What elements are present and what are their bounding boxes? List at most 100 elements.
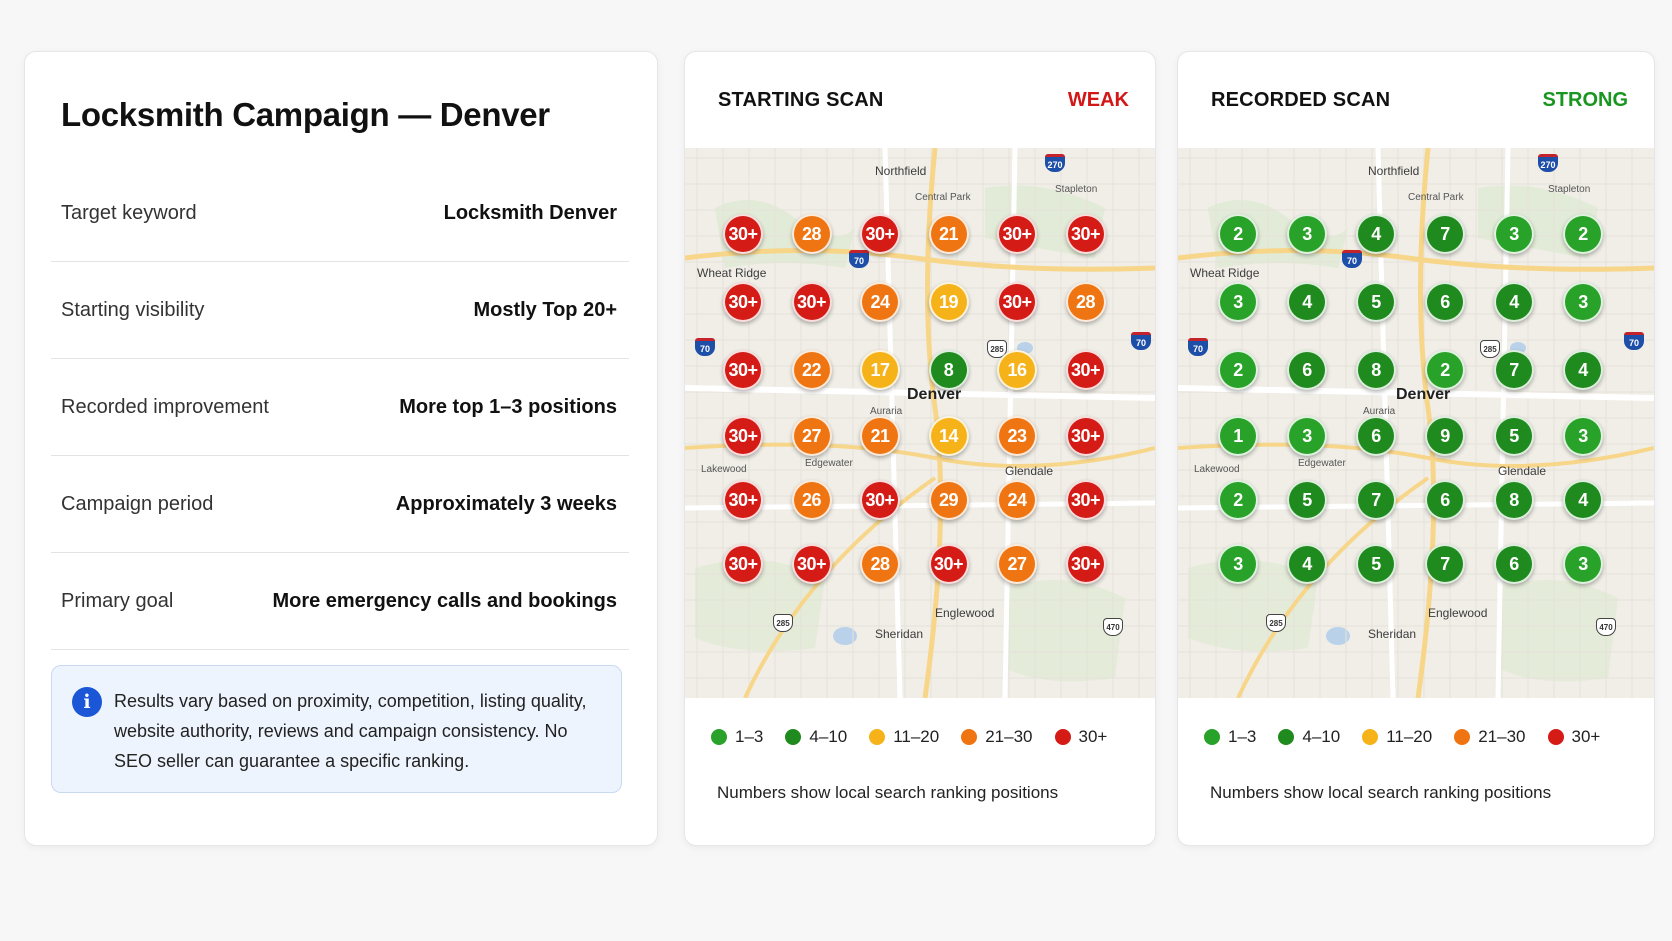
rank-pin[interactable]: 1 [1218,416,1258,456]
map-label-glendale: Glendale [1498,464,1547,478]
map-label-denver: Denver [907,386,962,403]
rank-pin[interactable]: 28 [1065,282,1106,322]
rank-pin[interactable]: 8 [928,350,969,390]
rank-pin[interactable]: 5 [1287,480,1327,520]
rank-pin[interactable]: 30+ [723,350,763,390]
rank-pin[interactable]: 21 [860,416,900,456]
rank-pin[interactable]: 27 [791,416,832,456]
interstate-shield-icon: 70 [695,338,715,356]
rank-pin[interactable]: 6 [1425,480,1465,520]
rank-pin[interactable]: 14 [928,416,969,456]
rank-pin[interactable]: 3 [1218,282,1258,322]
rank-pin[interactable]: 2 [1218,350,1258,390]
legend-note: Numbers show local search ranking positi… [1210,783,1552,802]
us-route-shield-icon: 470 [1596,618,1616,636]
rank-pin[interactable]: 17 [860,350,900,390]
interstate-shield-icon: 70 [1188,338,1208,356]
rank-pin[interactable]: 30+ [928,544,969,584]
rank-pin[interactable]: 30+ [723,416,763,456]
rank-pin[interactable]: 8 [1356,350,1396,390]
legend-dot-icon [1278,729,1295,745]
rank-pin[interactable]: 7 [1425,544,1465,584]
rank-pin[interactable]: 4 [1563,480,1603,520]
legend-item: 11–20 [869,727,939,747]
rank-pin[interactable]: 8 [1494,480,1534,520]
rank-pin[interactable]: 3 [1563,282,1603,322]
rank-pin[interactable]: 4 [1356,214,1396,254]
rank-pin[interactable]: 5 [1494,416,1534,456]
rank-pin[interactable]: 21 [928,214,969,254]
rank-pin[interactable]: 6 [1356,416,1396,456]
legend-dot-icon [1454,729,1471,745]
rank-pin[interactable]: 2 [1425,350,1465,390]
map-label-edgewater: Edgewater [805,458,853,469]
map-label-northfield: Northfield [875,164,927,178]
rank-pin[interactable]: 7 [1356,480,1396,520]
rank-pin[interactable]: 29 [928,480,969,520]
rank-pin[interactable]: 3 [1563,544,1603,584]
legend-dot-icon [785,729,802,745]
rank-pin[interactable]: 24 [997,480,1037,520]
legend-dot-icon [1054,729,1071,745]
rank-pin[interactable]: 27 [997,544,1037,584]
rank-pin[interactable]: 2 [1563,214,1603,254]
rank-pin[interactable]: 3 [1287,416,1327,456]
row-label: Target keyword [61,201,197,224]
legend-item: 4–10 [785,727,847,747]
rank-pin[interactable]: 30+ [1065,416,1106,456]
rank-pin[interactable]: 30+ [723,480,763,520]
rank-pin[interactable]: 24 [860,282,900,322]
rank-pin[interactable]: 26 [791,480,832,520]
rank-pin[interactable]: 28 [791,214,832,254]
rank-pin[interactable]: 7 [1425,214,1465,254]
rank-pin[interactable]: 30+ [1065,480,1106,520]
rank-pin[interactable]: 30+ [860,214,900,254]
rank-pin[interactable]: 30+ [723,544,763,584]
rank-pin[interactable]: 6 [1494,544,1534,584]
rank-pin[interactable]: 9 [1425,416,1465,456]
rank-pin[interactable]: 30+ [723,282,763,322]
map-label-lakewood: Lakewood [1194,464,1240,475]
rank-pin[interactable]: 30+ [1065,544,1106,584]
rank-pin[interactable]: 30+ [791,282,832,322]
rank-pin[interactable]: 5 [1356,282,1396,322]
rank-pin[interactable]: 6 [1287,350,1327,390]
legend-dot-icon [1204,729,1220,745]
rank-pin[interactable]: 5 [1356,544,1396,584]
rank-pin[interactable]: 16 [997,350,1037,390]
rank-pin[interactable]: 30+ [860,480,900,520]
rank-pin[interactable]: 30+ [791,544,832,584]
rank-grid-map[interactable]: Northfield Central Park Stapleton Wheat Rid… [685,148,1155,698]
rank-pin[interactable]: 7 [1494,350,1534,390]
rank-pin[interactable]: 4 [1563,350,1603,390]
rank-pin[interactable]: 2 [1218,214,1258,254]
rank-pin[interactable]: 23 [997,416,1037,456]
rank-pin[interactable]: 19 [928,282,969,322]
legend-label: 1–3 [735,727,764,746]
rank-pin[interactable]: 3 [1563,416,1603,456]
rank-pin[interactable]: 2 [1218,480,1258,520]
interstate-shield-icon: 270 [1538,154,1558,172]
rank-pin[interactable]: 3 [1494,214,1534,254]
starting-scan-card: STARTING SCAN WEAK Northfield Central Par… [684,51,1156,846]
rank-pin[interactable]: 4 [1287,282,1327,322]
rank-pin[interactable]: 28 [860,544,900,584]
rank-pin[interactable]: 30+ [1065,214,1106,254]
rank-pin[interactable]: 30+ [1065,350,1106,390]
rank-pin[interactable]: 3 [1218,544,1258,584]
legend-note: Numbers show local search ranking positi… [717,783,1059,802]
legend-item: 11–20 [1362,727,1432,747]
rank-pin[interactable]: 30+ [997,214,1037,254]
rank-pin[interactable]: 6 [1425,282,1465,322]
rank-grid-map[interactable]: Northfield Central Park Stapleton Wheat Rid… [1178,148,1654,698]
rank-pin[interactable]: 22 [791,350,832,390]
legend-item: 30+ [1547,727,1600,747]
rank-pin[interactable]: 4 [1494,282,1534,322]
row-value: Approximately 3 weeks [395,492,617,515]
map-label-wheat-ridge: Wheat Ridge [697,266,767,280]
map-label-lakewood: Lakewood [701,464,747,475]
rank-pin[interactable]: 30+ [997,282,1037,322]
rank-pin[interactable]: 30+ [723,214,763,254]
rank-pin[interactable]: 3 [1287,214,1327,254]
rank-pin[interactable]: 4 [1287,544,1327,584]
